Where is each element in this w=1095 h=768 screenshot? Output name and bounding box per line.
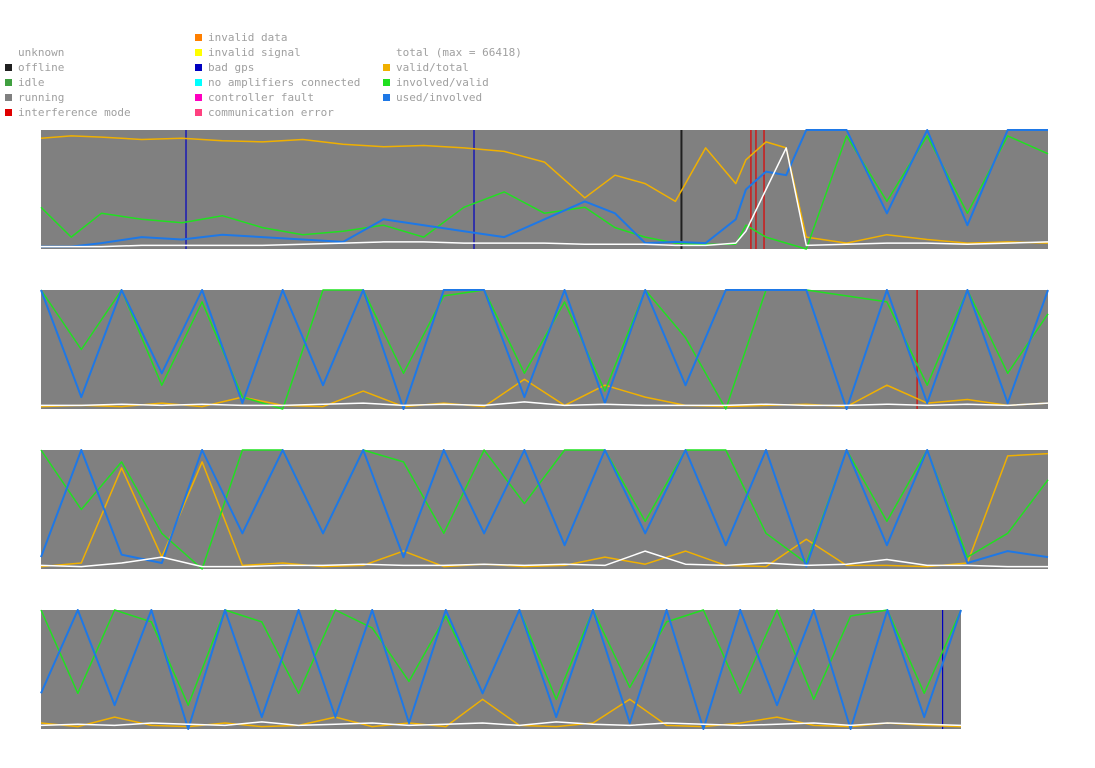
legend-label: used/involved <box>396 91 483 104</box>
legend-swatch <box>5 94 12 101</box>
series-line-valid-total <box>40 135 1049 244</box>
legend-swatch <box>5 49 12 56</box>
legend-swatch <box>5 79 12 86</box>
legend-swatch <box>195 109 202 116</box>
legend-label: interference mode <box>18 106 131 119</box>
legend-swatch <box>195 64 202 71</box>
chart-strip-3 <box>40 449 1049 570</box>
chart-strip-4 <box>40 609 962 730</box>
legend-swatch <box>5 109 12 116</box>
strip-background <box>41 130 1048 249</box>
series-line-used-involved <box>40 289 1049 410</box>
legend-label: invalid signal <box>208 46 301 59</box>
legend-label: no amplifiers connected <box>208 76 361 89</box>
legend-swatch <box>195 79 202 86</box>
legend-label: invalid data <box>208 31 288 44</box>
legend-label: idle <box>18 76 45 89</box>
series-line-used-involved <box>40 449 1049 568</box>
chart-strip-2 <box>40 289 1049 410</box>
legend: unknown offline idle running interference mo… <box>0 0 1095 125</box>
series-line-used-involved <box>40 609 962 730</box>
legend-swatch <box>195 94 202 101</box>
legend-swatch <box>383 79 390 86</box>
legend-swatch <box>195 34 202 41</box>
strip-background <box>41 610 961 729</box>
legend-swatch <box>383 49 390 56</box>
legend-swatch <box>383 94 390 101</box>
legend-label: valid/total <box>396 61 469 74</box>
series-line-total <box>41 147 1049 248</box>
legend-label: offline <box>18 61 65 74</box>
legend-label: involved/valid <box>396 76 489 89</box>
strip-background <box>41 450 1048 569</box>
series-line-used-involved <box>41 129 1048 248</box>
series-line-valid-total <box>40 698 962 728</box>
series-line-total <box>41 401 1049 407</box>
legend-label: unknown <box>18 46 65 59</box>
legend-label: bad gps <box>208 61 255 74</box>
legend-label: total (max = 66418) <box>396 46 522 59</box>
series-line-involved-valid <box>40 135 1049 250</box>
legend-swatch <box>195 49 202 56</box>
series-line-total <box>40 550 1048 568</box>
series-line-total <box>40 721 962 727</box>
strip-background <box>41 290 1048 409</box>
legend-label: communication error <box>208 106 334 119</box>
series-line-valid-total <box>40 452 1049 568</box>
legend-label: controller fault <box>208 91 314 104</box>
series-line-involved-valid <box>40 449 1049 570</box>
series-line-involved-valid <box>40 289 1049 410</box>
legend-swatch <box>5 64 12 71</box>
legend-label: running <box>18 91 65 104</box>
chart-strip-1 <box>40 129 1049 250</box>
legend-swatch <box>383 64 390 71</box>
